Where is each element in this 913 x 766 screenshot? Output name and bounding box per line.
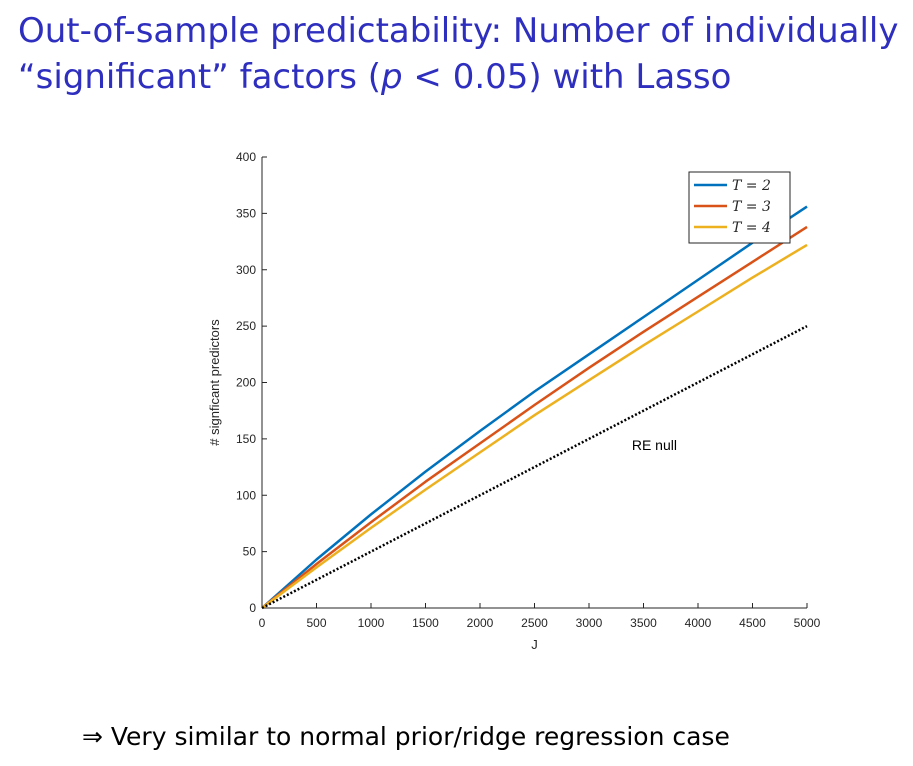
- x-tick-label: 2000: [467, 616, 494, 630]
- y-axis-label: # signficant predictors: [207, 319, 222, 446]
- line-chart: 0 500 1000 1500 2000 2500 3000 3500 4000 4500 5000…: [207, 150, 821, 652]
- x-tick-label: 3500: [630, 616, 657, 630]
- x-tick-label: 5000: [794, 616, 821, 630]
- legend-entry: T = 4: [732, 220, 771, 236]
- x-tick-label: 0: [259, 616, 266, 630]
- y-tick-label: 200: [236, 376, 256, 390]
- x-tick-label: 2500: [521, 616, 548, 630]
- series-line-t2: [261, 205, 808, 609]
- x-tick-label: 4500: [739, 616, 766, 630]
- annotation-label: RE null: [632, 437, 677, 453]
- series-line-t4: [261, 243, 808, 610]
- y-tick-label: 300: [236, 263, 256, 277]
- title-line-2-rel: < 0.05) with Lasso: [402, 57, 732, 97]
- series-line-dotted: [261, 324, 808, 610]
- legend-entry: T = 3: [732, 199, 771, 215]
- y-tick-label: 400: [236, 150, 256, 164]
- x-tick-label: 4000: [685, 616, 712, 630]
- x-axis-label: J: [531, 637, 538, 652]
- x-tick-label: 1500: [412, 616, 439, 630]
- y-tick-label: 50: [243, 545, 257, 559]
- title-p-symbol: p: [381, 57, 403, 97]
- chart-annotations: RE null: [632, 437, 677, 453]
- slide-title: Out-of-sample predictability: Number of …: [18, 8, 908, 100]
- title-line-1: Out-of-sample predictability: Number of …: [18, 11, 899, 51]
- chart-legend: T = 2 T = 3 T = 4: [688, 171, 791, 244]
- y-tick-label: 350: [236, 206, 256, 220]
- y-tick-label: 100: [236, 488, 256, 502]
- title-line-2-pre: “significant” factors (: [18, 57, 381, 97]
- y-tick-label: 150: [236, 432, 256, 446]
- bottom-note: ⇒ Very similar to normal prior/ridge reg…: [82, 722, 730, 751]
- legend-entry: T = 2: [732, 178, 771, 194]
- chart-axes: 0 500 1000 1500 2000 2500 3000 3500 4000 4500 5000…: [207, 150, 821, 652]
- title-line-2: “significant” factors (p < 0.05) with La…: [18, 54, 908, 100]
- x-tick-label: 3000: [576, 616, 603, 630]
- series-line-t3: [261, 225, 808, 609]
- y-tick-label: 0: [249, 601, 256, 615]
- y-tick-label: 250: [236, 319, 256, 333]
- x-tick-label: 500: [306, 616, 326, 630]
- x-tick-label: 1000: [358, 616, 385, 630]
- chart-series: [261, 205, 808, 610]
